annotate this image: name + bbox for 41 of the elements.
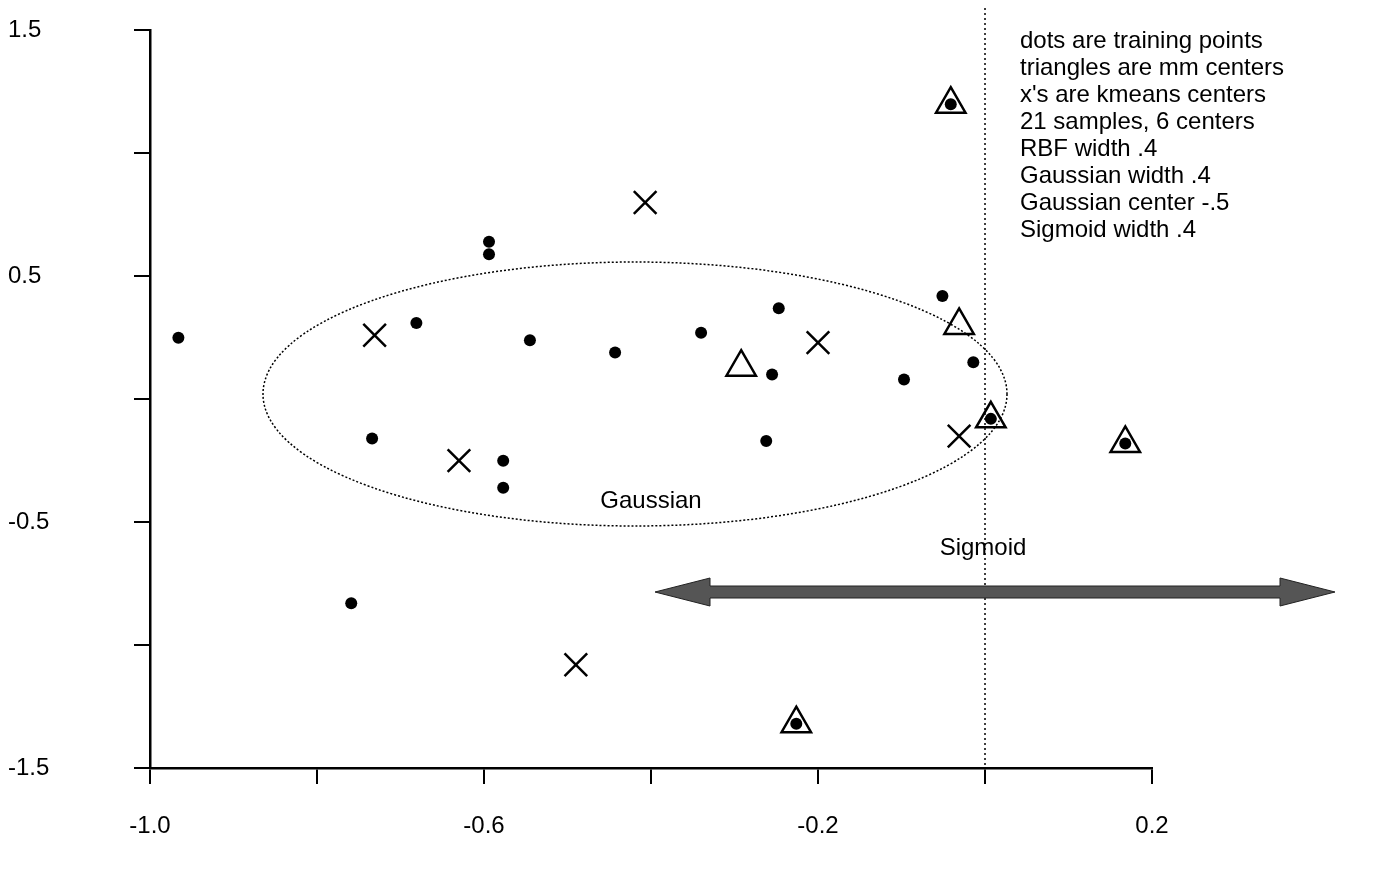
point [172, 331, 185, 344]
point [523, 334, 536, 347]
y-tick-label: 1.5 [8, 15, 42, 43]
point [366, 432, 379, 445]
point [497, 454, 510, 467]
point [898, 373, 911, 386]
point [967, 356, 980, 369]
annotation: Gaussian [600, 486, 702, 513]
x-tick-label: -1.0 [129, 811, 171, 839]
point [936, 289, 949, 302]
point [362, 322, 388, 348]
point [410, 316, 423, 329]
y-tick-label: 0.5 [8, 260, 42, 288]
annotation: Gaussian width .4 [1020, 161, 1211, 188]
point [632, 189, 658, 216]
annotation: dots are training points [1020, 26, 1263, 53]
point [766, 368, 779, 381]
point [483, 248, 496, 261]
annotation: Sigmoid [939, 533, 1027, 560]
point [497, 481, 510, 494]
y-tick-label: -1.5 [8, 752, 50, 780]
point [805, 330, 831, 356]
point [609, 346, 622, 359]
annotation: x's are kmeans centers [1020, 80, 1267, 107]
annotation: Gaussian center -.5 [1020, 188, 1230, 215]
point [946, 423, 972, 449]
x-tick-label: 0.2 [1135, 811, 1169, 839]
annotation: triangles are mm centers [1020, 53, 1285, 80]
annotation: RBF width .4 [1020, 134, 1158, 161]
x-tick-label: -0.6 [463, 811, 505, 839]
x-tick-label: -0.2 [797, 811, 839, 839]
point [563, 652, 589, 678]
point [345, 597, 358, 610]
point [760, 435, 773, 447]
annotation: 21 samples, 6 centers [1020, 107, 1255, 134]
point [446, 448, 472, 474]
point [695, 326, 708, 339]
point [483, 235, 496, 248]
point [772, 302, 785, 315]
y-tick-label: -0.5 [8, 506, 50, 534]
annotation: Sigmoid width .4 [1020, 215, 1197, 242]
